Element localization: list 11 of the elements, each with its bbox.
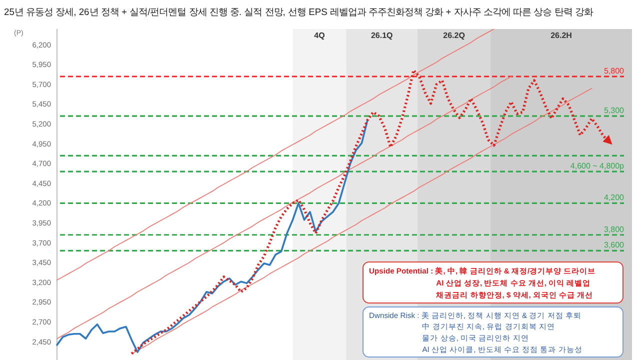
annotation: 4Q <box>314 31 325 40</box>
annotation: 26.2Q <box>443 31 465 40</box>
ref-line-label: 4,600 ~ 4,800p <box>570 162 625 171</box>
ref-line-label: 5,800 <box>604 66 625 76</box>
title: 25년 유동성 장세, 26년 정책 + 실적/펀더멘털 장세 진행 중. 실적 전망, 선행 EPS 레벨업과 주주친화정책 강화 + 자사주 소각에 따른 상승 탄력 강화 <box>4 6 593 17</box>
ref-line-label: 4,200 <box>604 193 625 202</box>
ref-line-label: 5,300 <box>604 106 625 116</box>
annotation: 26.1Q <box>370 31 393 40</box>
ref-line-label: 3,800 <box>604 224 625 234</box>
ref-line-label: 3,600 <box>604 240 625 250</box>
annotation: 26.2H <box>550 31 572 40</box>
